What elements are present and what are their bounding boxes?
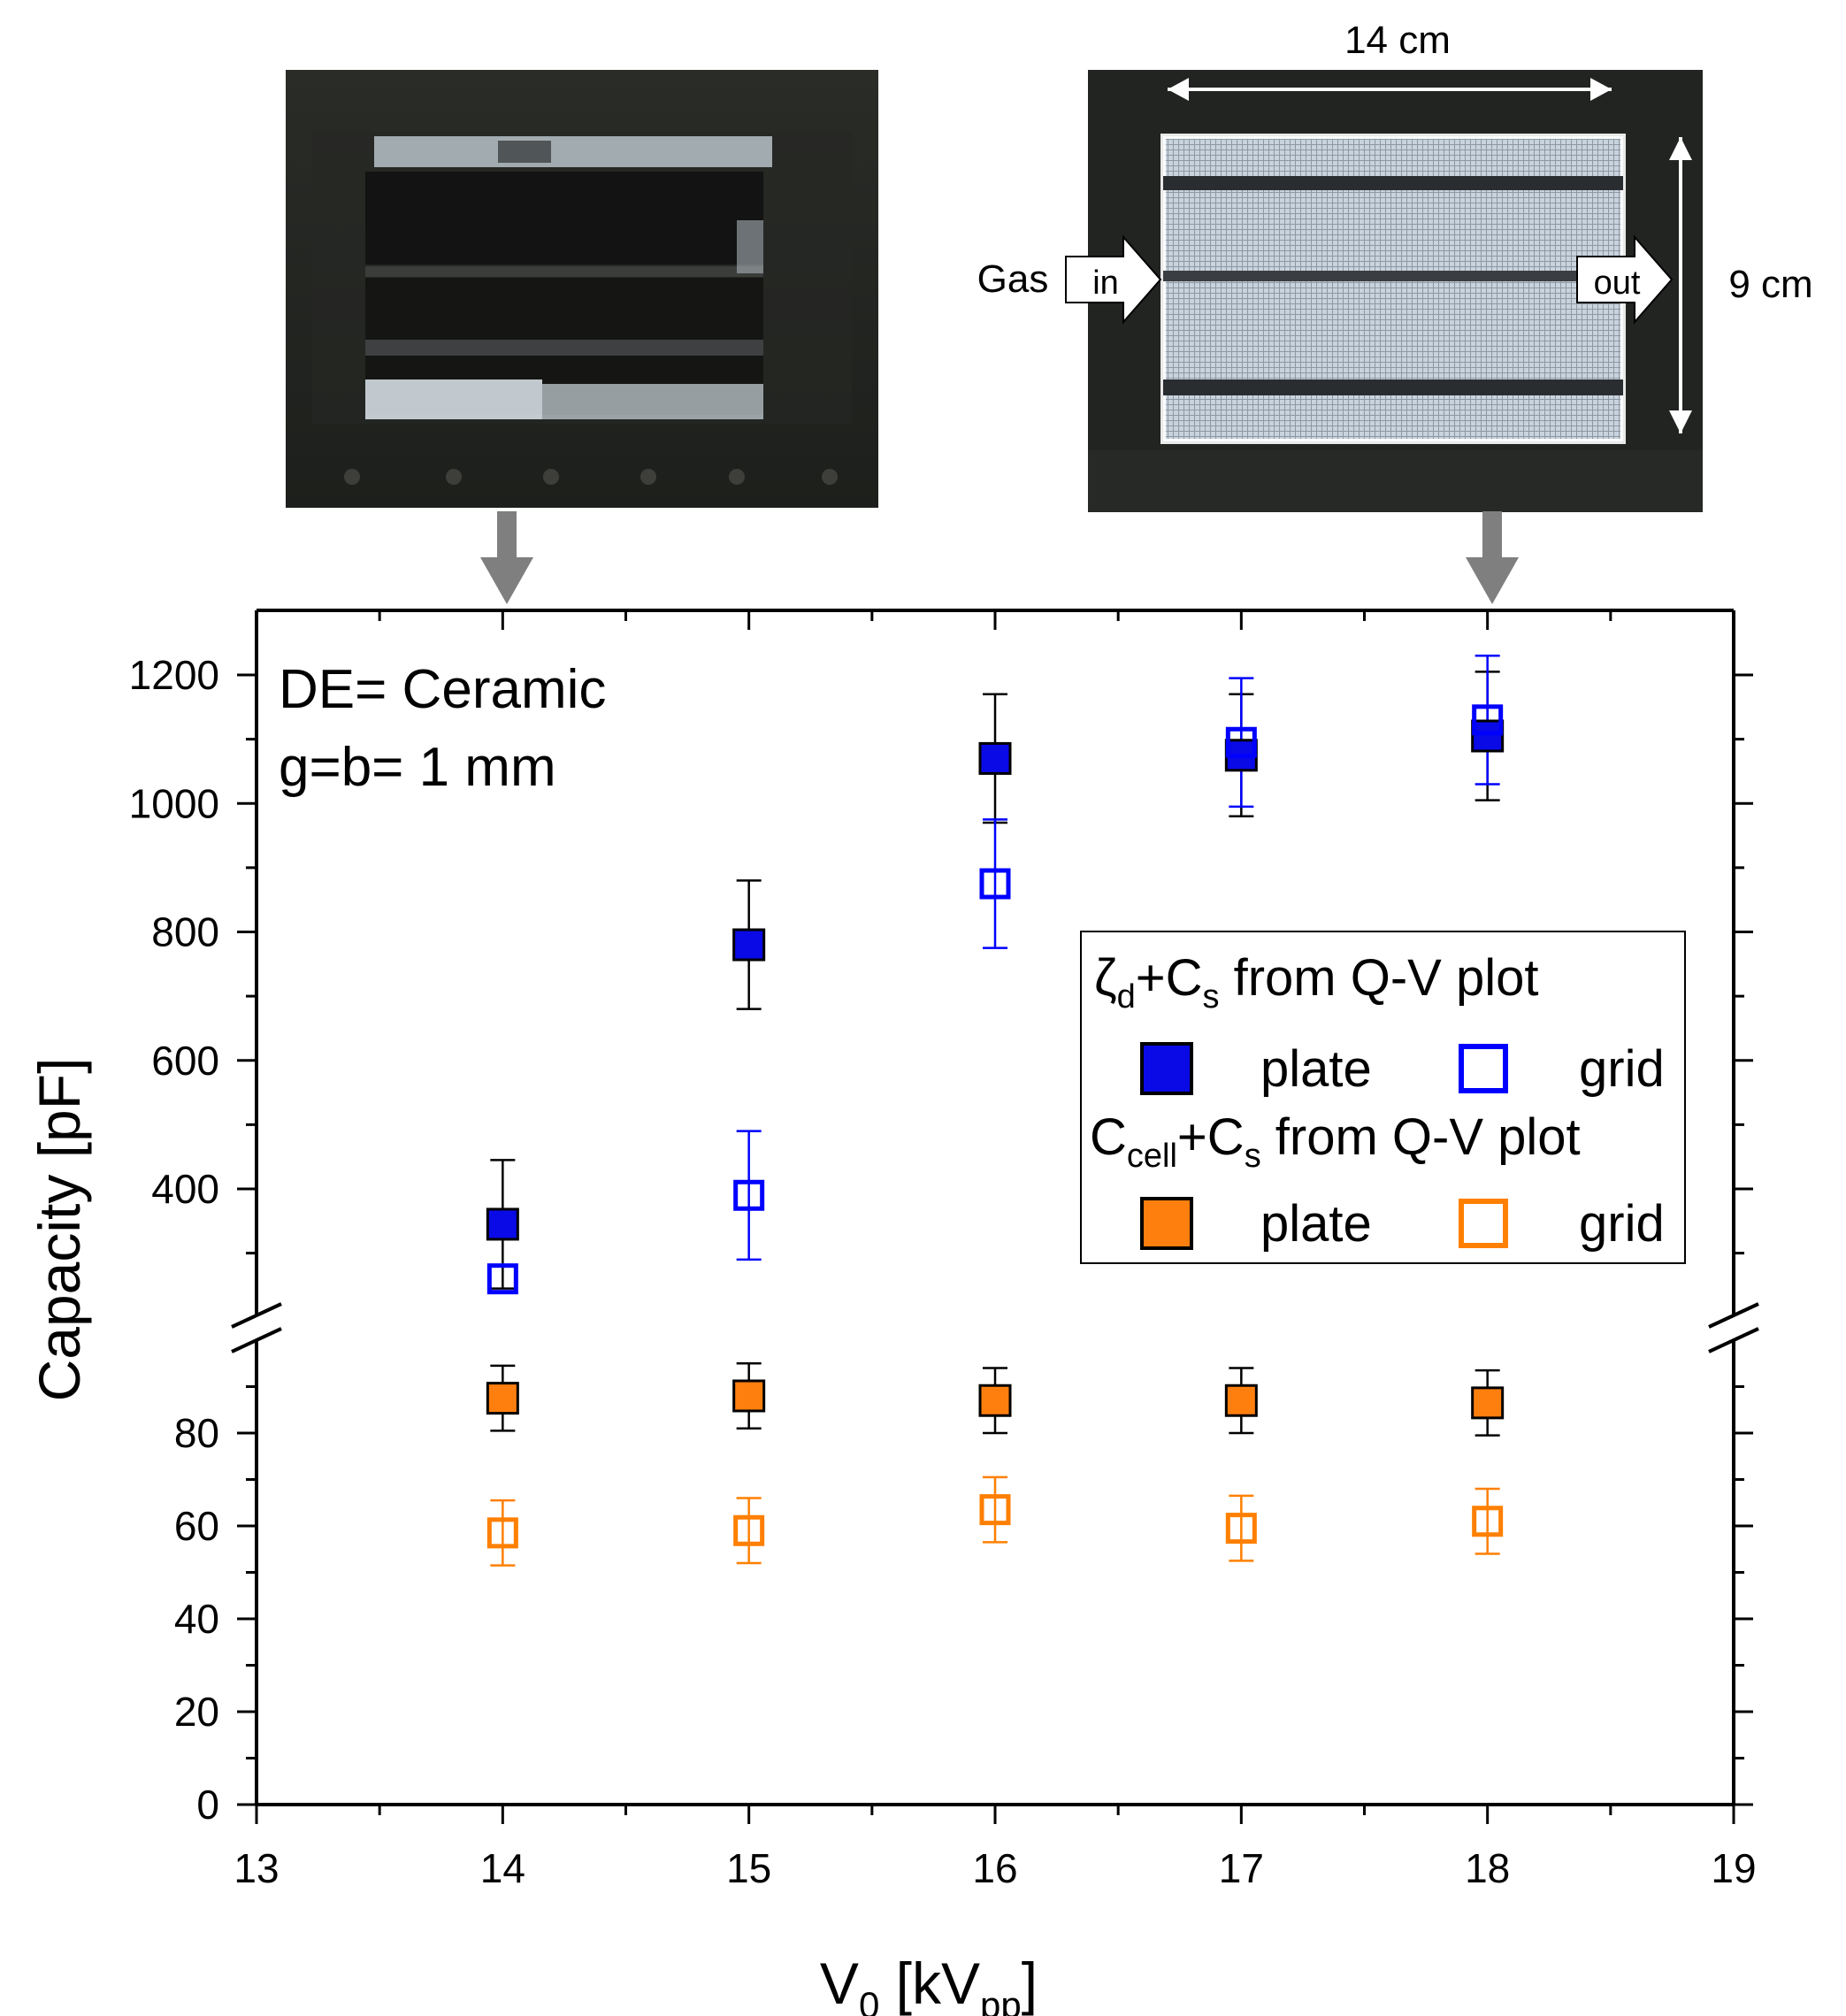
legend-marker-blue-filled [1140,1042,1193,1095]
right-link-arrow-shaft [1482,511,1502,560]
point-blue-filled [732,928,766,962]
point-orange-open [486,1517,518,1549]
point-blue-open [979,868,1011,900]
legend-group2-title: Ccell+Cs from Q-V plot [1090,1108,1581,1175]
y-tick-label-upper: 600 [151,1038,219,1084]
width-label: 14 cm [1344,19,1451,62]
gas-out-label: out [1594,264,1641,302]
width-arrow-left-head [1168,78,1189,101]
x-tick-label: 17 [1219,1845,1264,1891]
legend-marker-orange-filled [1140,1197,1193,1250]
point-blue-open [486,1263,518,1295]
height-arrow-bottom-head [1669,410,1692,433]
data-marks [486,654,1505,1567]
point-blue-open [1225,726,1257,758]
gas-in-label: in [1092,264,1119,302]
legend-label-plate-2: plate [1260,1195,1372,1253]
legend: ζd+Cs from Q-V plot plate grid Ccell+Cs … [1080,931,1686,1264]
annotation-dielectric: DE= Ceramic [279,659,606,720]
x-tick-label: 18 [1465,1845,1510,1891]
x-tick-label: 19 [1711,1845,1756,1891]
gas-in-arrow [1065,234,1162,325]
point-blue-filled [978,741,1012,775]
height-label: 9 cm [1728,263,1812,306]
legend-label-grid-2: grid [1579,1195,1665,1253]
axis-break-right-1 [1708,1302,1759,1329]
point-blue-open [733,1179,765,1211]
gas-label: Gas [977,257,1049,301]
annotation-gap: g=b= 1 mm [279,737,556,798]
link-arrows [480,511,1519,604]
axis-ticks: 13 14 15 16 17 18 19 400 600 800 1000 1200 0 20 40 60 80 [129,610,1757,1891]
y-tick-label-upper: 1200 [129,652,219,698]
legend-label-grid-1: grid [1579,1040,1665,1098]
x-tick-label: 14 [480,1845,525,1891]
x-tick-label: 15 [726,1845,771,1891]
y-tick-label-upper: 1000 [129,780,219,826]
y-tick-label-lower: 80 [174,1410,219,1456]
gas-out-arrow [1576,234,1674,325]
point-orange-open [1472,1506,1504,1537]
right-link-arrow-head [1466,557,1519,604]
height-arrow-top-head [1669,137,1692,160]
y-tick-label-lower: 40 [174,1596,219,1642]
left-link-arrow-head [480,557,533,604]
point-orange-filled [732,1379,766,1413]
axis-break-right-2 [1708,1327,1759,1353]
point-blue-filled [1471,719,1505,753]
x-tick-label: 13 [234,1845,279,1891]
legend-marker-blue-open [1459,1044,1508,1093]
legend-group1-title: ζd+Cs from Q-V plot [1094,949,1538,1016]
point-orange-open [979,1494,1011,1526]
y-tick-label-lower: 20 [174,1689,219,1735]
photo-plate-discharge [286,70,878,508]
legend-marker-orange-open [1459,1199,1508,1248]
y-axis-title: Capacity [pF] [27,1058,92,1402]
y-tick-label-upper: 800 [151,909,219,955]
y-tick-label-lower: 60 [174,1503,219,1549]
x-axis-title: V0 [kVpp] [820,1951,1038,2016]
axis-break-left-1 [231,1302,282,1329]
photo-annotations: 14 cm 9 cm Gas in out [977,19,1813,433]
axis-break-left-2 [231,1327,282,1353]
width-arrow-right-head [1590,78,1612,101]
legend-label-plate-1: plate [1260,1040,1372,1098]
point-orange-filled [486,1382,519,1415]
point-orange-open [733,1514,765,1546]
y-tick-label-upper: 400 [151,1166,219,1212]
point-orange-filled [1471,1386,1505,1420]
point-blue-filled [486,1207,519,1241]
point-orange-filled [978,1384,1012,1417]
point-blue-open [1472,704,1504,736]
left-link-arrow-shaft [497,511,517,560]
point-orange-open [1225,1513,1257,1545]
x-tick-label: 16 [972,1845,1017,1891]
point-orange-filled [1224,1384,1258,1417]
y-tick-label-lower: 0 [196,1782,219,1828]
